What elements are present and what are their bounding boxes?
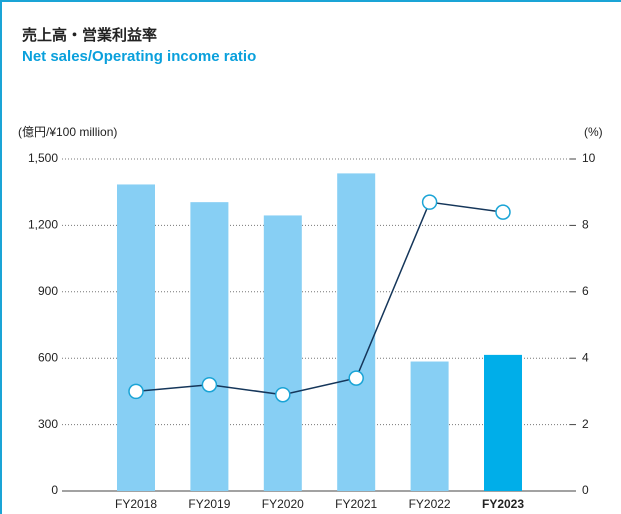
bar <box>190 202 229 491</box>
marker <box>348 370 364 386</box>
y2-tick-label: 2 <box>582 417 589 431</box>
bar <box>484 354 522 491</box>
line <box>135 201 504 396</box>
marker <box>421 194 438 210</box>
y2-tick-label: 4 <box>582 350 589 364</box>
chart-title: 売上高・営業利益率 <box>22 26 157 44</box>
y2-tick-label: 0 <box>582 483 589 497</box>
bar <box>410 361 449 491</box>
x-tick-label: FY2021 <box>335 497 377 511</box>
y2-tick-label: 10 <box>582 151 596 165</box>
x-tick-label: FY2019 <box>188 497 230 511</box>
y-axis-label: (億円/¥100 million) <box>18 125 117 139</box>
y2-tick-label: 8 <box>582 218 589 232</box>
y-tick-label: 600 <box>38 350 58 364</box>
marker <box>495 204 511 220</box>
y-tick-label: 300 <box>38 417 58 431</box>
chart-subtitle: Net sales/Operating income ratio <box>22 48 256 65</box>
bar <box>117 184 155 491</box>
y2-axis-label: (%) <box>584 125 603 139</box>
y-tick-label: 1,500 <box>28 151 58 165</box>
y-tick-label: 900 <box>38 284 58 298</box>
marker <box>201 377 218 393</box>
x-tick-label: FY2022 <box>409 497 451 511</box>
y-tick-label: 0 <box>51 483 58 497</box>
x-tick-label: FY2020 <box>262 497 304 511</box>
y-tick-label: 1,200 <box>28 218 58 232</box>
x-tick-label: FY2018 <box>115 497 157 511</box>
marker <box>275 386 291 403</box>
y2-tick-label: 6 <box>582 284 589 298</box>
x-tick-label: FY2023 <box>482 497 524 511</box>
bar <box>263 215 302 491</box>
marker <box>128 383 144 400</box>
bar <box>337 173 376 492</box>
